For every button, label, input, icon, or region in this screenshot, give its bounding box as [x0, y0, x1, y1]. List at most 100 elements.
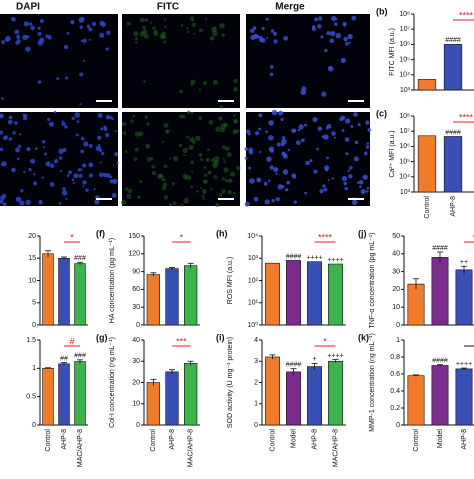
cell	[320, 35, 324, 39]
cell	[198, 153, 203, 157]
cell	[162, 182, 167, 187]
cell	[14, 121, 18, 125]
bar-label: +	[312, 356, 316, 363]
cell	[309, 159, 313, 163]
cell	[323, 187, 328, 192]
panel-label: (i)	[216, 332, 225, 342]
cell	[208, 119, 214, 125]
y-tick-label: 10¹	[248, 300, 259, 307]
y-tick-label: 10	[392, 304, 400, 311]
x-tick-label: AHP-8	[61, 429, 68, 450]
cell	[82, 185, 85, 188]
cell	[254, 131, 260, 136]
y-axis-label: TNF-α concentration (pg mL⁻¹)	[369, 232, 376, 328]
cell	[101, 21, 107, 27]
cell	[259, 150, 262, 154]
cell	[116, 161, 119, 165]
cell	[265, 17, 269, 21]
cell	[317, 24, 322, 29]
bar	[165, 371, 179, 426]
bar	[74, 361, 86, 426]
cell	[210, 188, 213, 191]
bar-label: ###	[74, 255, 86, 262]
cell	[272, 112, 275, 115]
cell	[233, 191, 236, 195]
cell	[172, 155, 179, 162]
y-tick-label: 1	[32, 365, 36, 372]
bar	[286, 260, 301, 326]
x-tick-label: AHP-8	[169, 429, 176, 450]
cell	[150, 157, 154, 161]
cell	[347, 33, 353, 40]
bar-label: ###	[74, 353, 86, 360]
cell	[329, 38, 335, 44]
cell	[181, 114, 186, 119]
y-tick-label: 0	[396, 322, 400, 329]
cell	[59, 169, 63, 173]
x-tick-label: Control	[269, 429, 276, 452]
cell	[38, 200, 43, 205]
micrograph	[0, 14, 118, 108]
cell	[263, 181, 268, 186]
cell	[0, 147, 4, 152]
x-tick-label: Control	[150, 429, 157, 452]
cell	[179, 114, 183, 119]
cell	[230, 171, 236, 177]
cell	[300, 89, 307, 96]
cell	[223, 123, 228, 128]
cell	[139, 31, 146, 37]
cell	[222, 157, 225, 160]
y-tick-label: 20	[392, 286, 400, 293]
y-tick-label: 0	[32, 322, 36, 329]
cell	[64, 125, 68, 129]
bar	[455, 368, 473, 426]
cell	[321, 91, 327, 97]
cell	[153, 29, 158, 34]
cell	[259, 36, 262, 39]
cell	[248, 147, 254, 153]
cell	[250, 28, 255, 33]
bar	[165, 268, 179, 326]
cell	[1, 193, 7, 199]
cell	[59, 156, 63, 160]
cell	[53, 110, 57, 114]
cell	[227, 190, 232, 195]
cell	[85, 188, 89, 192]
cell	[19, 200, 25, 206]
cell	[134, 36, 138, 41]
cell	[219, 23, 225, 29]
y-tick-label: 10	[28, 277, 36, 284]
panel-label: (j)	[358, 228, 367, 238]
cell	[183, 197, 189, 204]
cell	[282, 169, 289, 175]
cell	[233, 114, 236, 117]
cell	[182, 147, 189, 154]
cell	[198, 88, 202, 91]
cell	[340, 115, 346, 121]
cell	[41, 139, 46, 144]
x-tick-label: AHP-8	[461, 429, 468, 450]
cell	[82, 163, 87, 168]
cell	[225, 179, 228, 182]
bar-label: ++++	[456, 361, 472, 368]
cell	[265, 130, 269, 134]
cell	[333, 136, 337, 139]
cell	[111, 192, 117, 198]
bar	[407, 283, 425, 326]
cell	[304, 123, 308, 127]
cell	[17, 144, 22, 149]
cell	[0, 130, 3, 135]
cell	[65, 76, 69, 80]
cell	[275, 197, 280, 202]
cell	[326, 31, 331, 36]
bar-label: ##	[60, 356, 68, 363]
cell	[164, 25, 167, 29]
cell	[45, 161, 51, 167]
y-tick-label: 50	[392, 233, 400, 240]
y-tick-label: 0	[254, 422, 258, 429]
cell	[293, 200, 297, 204]
cell	[48, 121, 54, 127]
cell	[178, 143, 183, 148]
cell	[179, 89, 183, 94]
y-tick-label: 10⁷	[400, 128, 411, 135]
